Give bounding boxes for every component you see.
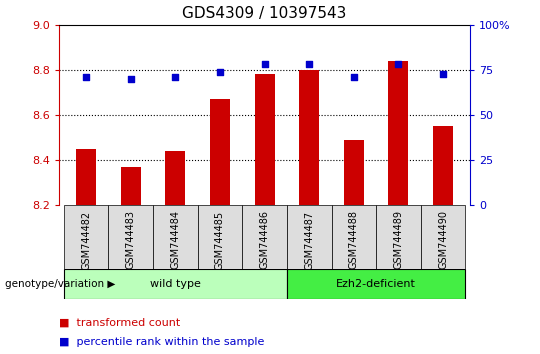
Point: [349, 74, 358, 80]
Bar: [109, 205, 153, 269]
Text: ■  transformed count: ■ transformed count: [59, 318, 181, 327]
Bar: [64, 205, 109, 269]
Text: GSM744484: GSM744484: [171, 210, 180, 269]
Point: [82, 74, 91, 80]
Bar: [76, 149, 96, 205]
Bar: [254, 74, 275, 205]
Bar: [299, 70, 319, 205]
Text: GSM744490: GSM744490: [438, 210, 448, 269]
Bar: [121, 167, 141, 205]
Bar: [210, 99, 230, 205]
Bar: [332, 205, 376, 269]
Bar: [198, 205, 242, 269]
Bar: [287, 205, 332, 269]
Bar: [287, 269, 465, 299]
Point: [305, 62, 314, 67]
Text: wild type: wild type: [150, 279, 201, 289]
Text: GSM744489: GSM744489: [394, 210, 403, 269]
Text: GSM744488: GSM744488: [349, 210, 359, 269]
Bar: [376, 205, 421, 269]
Bar: [344, 140, 364, 205]
Bar: [433, 126, 453, 205]
Point: [438, 71, 447, 76]
Bar: [165, 151, 185, 205]
Text: GSM744483: GSM744483: [126, 210, 136, 269]
Point: [394, 62, 403, 67]
Bar: [64, 269, 287, 299]
Bar: [242, 205, 287, 269]
Text: ■  percentile rank within the sample: ■ percentile rank within the sample: [59, 337, 265, 347]
Point: [171, 74, 180, 80]
Bar: [153, 205, 198, 269]
Point: [260, 62, 269, 67]
Text: Ezh2-deficient: Ezh2-deficient: [336, 279, 416, 289]
Title: GDS4309 / 10397543: GDS4309 / 10397543: [183, 6, 347, 21]
Bar: [388, 61, 408, 205]
Text: GSM744485: GSM744485: [215, 210, 225, 269]
Text: GSM744482: GSM744482: [81, 210, 91, 269]
Text: genotype/variation ▶: genotype/variation ▶: [5, 279, 116, 289]
Point: [126, 76, 135, 82]
Point: [215, 69, 224, 75]
Bar: [421, 205, 465, 269]
Text: GSM744487: GSM744487: [304, 210, 314, 269]
Text: GSM744486: GSM744486: [260, 210, 269, 269]
